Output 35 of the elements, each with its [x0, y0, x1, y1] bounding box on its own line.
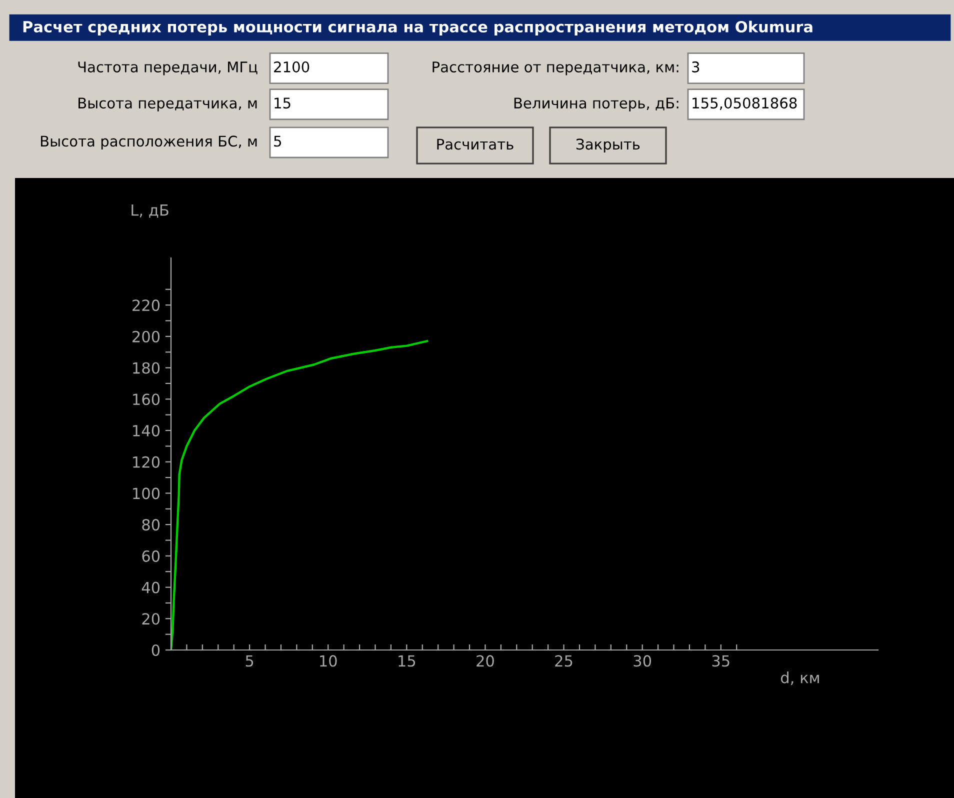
y-tick-label: 60 [142, 550, 160, 562]
y-tick-label: 120 [133, 456, 160, 468]
y-tick-label: 0 [152, 644, 160, 656]
text: 5 [274, 136, 282, 147]
text: Расстояние от передатчика, км: [432, 62, 678, 76]
text: 155,05081868 [692, 98, 797, 110]
text: Расчитать [437, 138, 514, 150]
text: Частота передачи, МГц [78, 62, 258, 76]
x-axis-title: d, км [780, 672, 819, 685]
y-tick-label: 100 [133, 488, 160, 500]
y-tick-label: 220 [132, 300, 160, 312]
x-tick-label: 20 [476, 655, 494, 667]
text: Высота передатчика, м [78, 98, 257, 112]
text: Закрыть [576, 138, 640, 153]
y-tick-label: 20 [142, 613, 160, 625]
y-tick-label: 140 [133, 424, 160, 436]
text: 3 [692, 61, 700, 72]
text: Величина потерь, дБ: [514, 98, 678, 112]
line-series [171, 340, 428, 650]
text: Высота расположения БС, м [41, 136, 257, 150]
text: Расчет средних потерь мощности сигнала на трассе распространения методом Okumura [23, 20, 812, 36]
y-tick-label: 40 [142, 582, 160, 594]
y-tick-label: 180 [133, 362, 160, 374]
x-tick-label: 35 [712, 655, 730, 667]
text: 15 [274, 98, 290, 109]
text: 2100 [274, 61, 310, 72]
x-tick-label: 30 [634, 655, 652, 667]
y-tick-label: 80 [142, 519, 160, 531]
y-tick-label: 160 [133, 394, 160, 406]
x-tick-label: 25 [555, 655, 572, 667]
y-tick-label: 200 [132, 330, 160, 342]
y-axis-title: L, дБ [132, 204, 168, 218]
x-tick-label: 15 [398, 655, 416, 667]
x-tick-label: 5 [246, 655, 254, 667]
x-tick-label: 10 [320, 655, 337, 667]
